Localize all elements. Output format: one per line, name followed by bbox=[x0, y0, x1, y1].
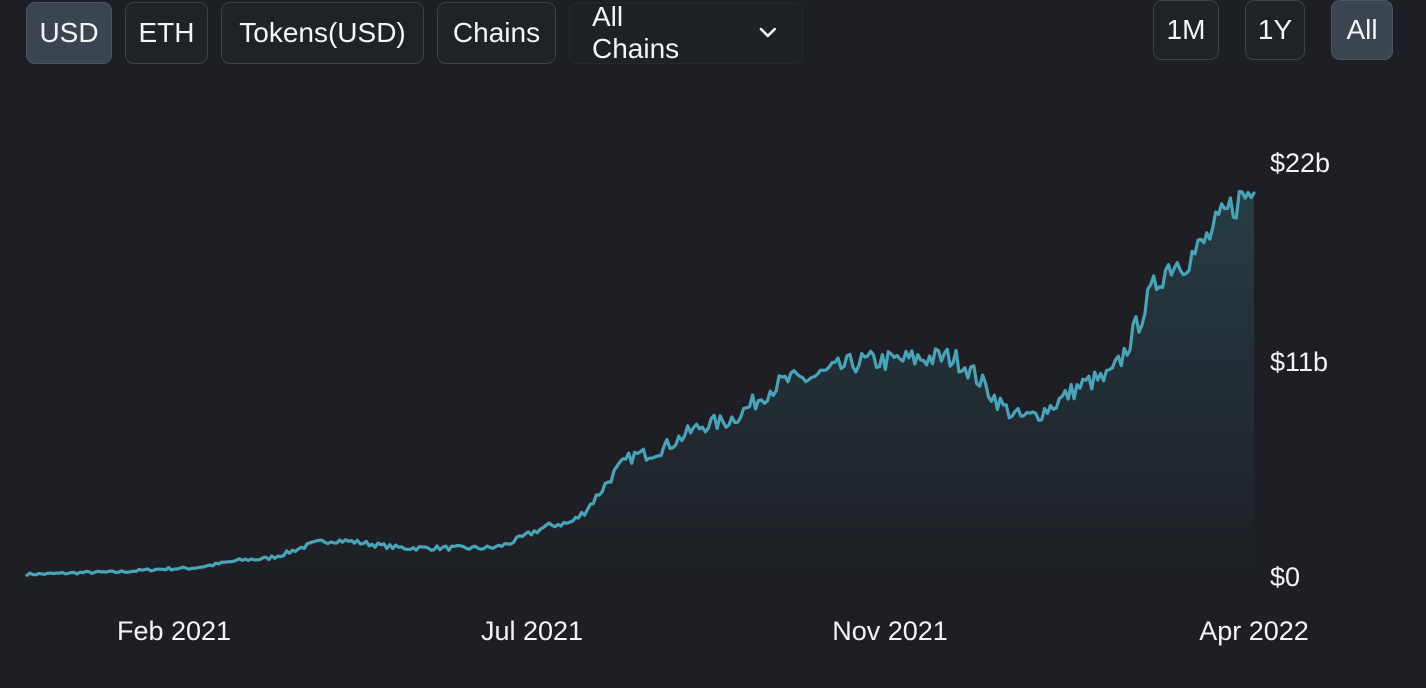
range-1m-button[interactable]: 1M bbox=[1153, 0, 1219, 60]
x-tick-label: Feb 2021 bbox=[117, 616, 231, 646]
range-all-button[interactable]: All bbox=[1331, 0, 1393, 60]
range-1y-button[interactable]: 1Y bbox=[1245, 0, 1305, 60]
y-tick-label: $22b bbox=[1270, 148, 1330, 178]
chains-button[interactable]: Chains bbox=[437, 2, 556, 64]
y-tick-label: $0 bbox=[1270, 562, 1300, 592]
x-tick-label: Apr 2022 bbox=[1199, 616, 1309, 646]
x-tick-label: Nov 2021 bbox=[832, 616, 948, 646]
eth-button[interactable]: ETH bbox=[125, 2, 208, 64]
tokens-usd-button[interactable]: Tokens(USD) bbox=[221, 2, 424, 64]
usd-button[interactable]: USD bbox=[26, 2, 112, 64]
range-toolbar: 1M 1Y All bbox=[1153, 0, 1393, 60]
series-line bbox=[25, 189, 1256, 577]
chevron-down-icon bbox=[759, 27, 777, 38]
y-tick-label: $11b bbox=[1270, 347, 1328, 377]
x-tick-label: Jul 2021 bbox=[481, 616, 583, 646]
chain-select[interactable]: All Chains bbox=[569, 1, 803, 64]
denomination-toolbar: USD ETH Tokens(USD) Chains All Chains bbox=[26, 1, 803, 64]
chain-select-value: All Chains bbox=[592, 1, 680, 64]
area-fill bbox=[27, 191, 1254, 576]
